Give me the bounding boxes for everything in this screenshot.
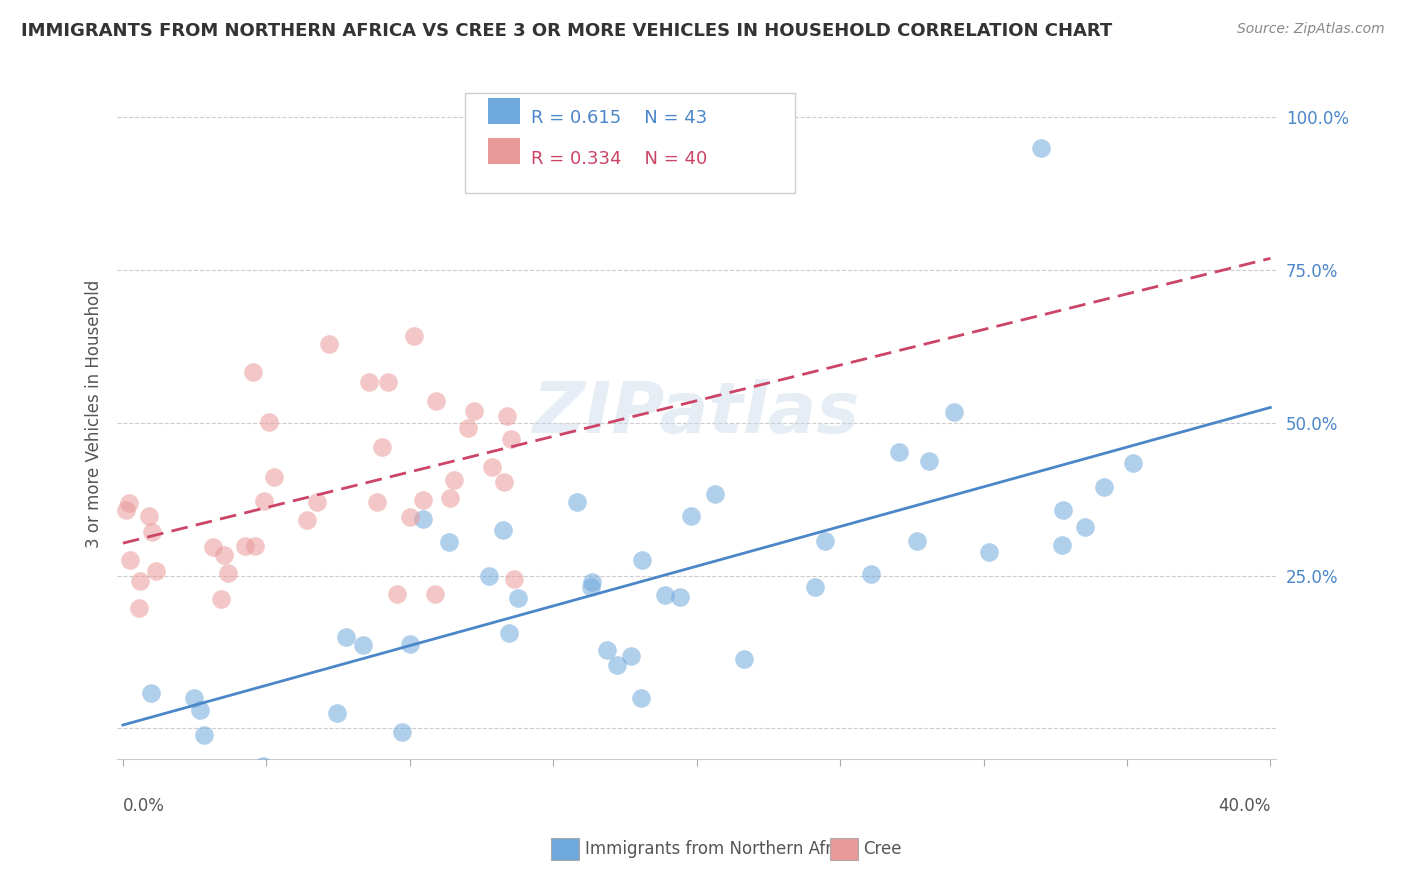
Point <box>942 404 965 418</box>
Point <box>209 591 232 606</box>
Point <box>263 469 285 483</box>
Point <box>859 567 882 582</box>
Point <box>481 460 503 475</box>
Point <box>1074 520 1097 534</box>
Text: Cree: Cree <box>863 840 901 858</box>
Point <box>201 540 224 554</box>
Point <box>295 513 318 527</box>
Point <box>704 487 727 501</box>
Point <box>630 690 652 705</box>
Point <box>242 365 264 379</box>
Point <box>1052 502 1074 516</box>
FancyBboxPatch shape <box>465 93 796 193</box>
Point <box>118 495 141 509</box>
Point <box>335 630 357 644</box>
Point <box>502 572 524 586</box>
Point <box>491 523 513 537</box>
Point <box>567 495 589 509</box>
Point <box>118 553 141 567</box>
Point <box>1122 456 1144 470</box>
Point <box>463 404 485 418</box>
Point <box>437 535 460 549</box>
Point <box>128 574 150 588</box>
Point <box>370 440 392 454</box>
Point <box>214 548 236 562</box>
Point <box>245 539 267 553</box>
Text: Source: ZipAtlas.com: Source: ZipAtlas.com <box>1237 22 1385 37</box>
Point <box>252 759 274 773</box>
Point <box>412 493 434 508</box>
Point <box>257 415 280 429</box>
Point <box>803 580 825 594</box>
Point <box>1050 538 1073 552</box>
Point <box>307 494 329 508</box>
Point <box>128 601 150 615</box>
Point <box>385 587 408 601</box>
Point <box>253 493 276 508</box>
Point <box>318 337 340 351</box>
Point <box>498 625 520 640</box>
FancyBboxPatch shape <box>488 137 520 164</box>
Point <box>499 432 522 446</box>
Point <box>814 533 837 548</box>
Point <box>357 375 380 389</box>
Point <box>506 591 529 606</box>
Text: 0.0%: 0.0% <box>122 797 165 814</box>
Text: R = 0.615    N = 43: R = 0.615 N = 43 <box>531 109 707 128</box>
Point <box>439 491 461 506</box>
Point <box>412 512 434 526</box>
Point <box>138 509 160 524</box>
Point <box>631 553 654 567</box>
Point <box>425 394 447 409</box>
Point <box>679 509 702 524</box>
Point <box>581 580 603 594</box>
Point <box>887 445 910 459</box>
Point <box>233 540 256 554</box>
Point <box>606 658 628 673</box>
Point <box>183 690 205 705</box>
Point <box>145 564 167 578</box>
Point <box>366 495 388 509</box>
Point <box>654 588 676 602</box>
Point <box>457 420 479 434</box>
Point <box>1092 480 1115 494</box>
Text: R = 0.334    N = 40: R = 0.334 N = 40 <box>531 150 707 168</box>
Point <box>905 534 928 549</box>
Point <box>1029 141 1052 155</box>
Point <box>114 503 136 517</box>
Point <box>141 685 163 699</box>
Text: IMMIGRANTS FROM NORTHERN AFRICA VS CREE 3 OR MORE VEHICLES IN HOUSEHOLD CORRELAT: IMMIGRANTS FROM NORTHERN AFRICA VS CREE … <box>21 22 1112 40</box>
Point <box>402 328 425 343</box>
Point <box>398 510 420 524</box>
Point <box>188 703 211 717</box>
Point <box>494 475 516 490</box>
Text: 40.0%: 40.0% <box>1218 797 1271 814</box>
Point <box>193 729 215 743</box>
Point <box>977 545 1000 559</box>
Point <box>326 706 349 720</box>
Point <box>581 575 603 590</box>
Point <box>423 587 446 601</box>
Point <box>217 566 239 581</box>
Point <box>669 591 692 605</box>
Point <box>620 648 643 663</box>
Point <box>596 643 619 657</box>
Y-axis label: 3 or more Vehicles in Household: 3 or more Vehicles in Household <box>86 279 103 548</box>
Point <box>391 724 413 739</box>
Point <box>141 524 163 539</box>
Point <box>495 409 517 423</box>
Point <box>377 375 399 389</box>
Point <box>399 637 422 651</box>
Text: Immigrants from Northern Africa: Immigrants from Northern Africa <box>585 840 856 858</box>
Point <box>733 652 755 666</box>
Point <box>443 473 465 487</box>
FancyBboxPatch shape <box>488 97 520 124</box>
Point <box>478 569 501 583</box>
Point <box>352 638 374 652</box>
Text: ZIPatlas: ZIPatlas <box>533 379 860 448</box>
Point <box>918 454 941 468</box>
